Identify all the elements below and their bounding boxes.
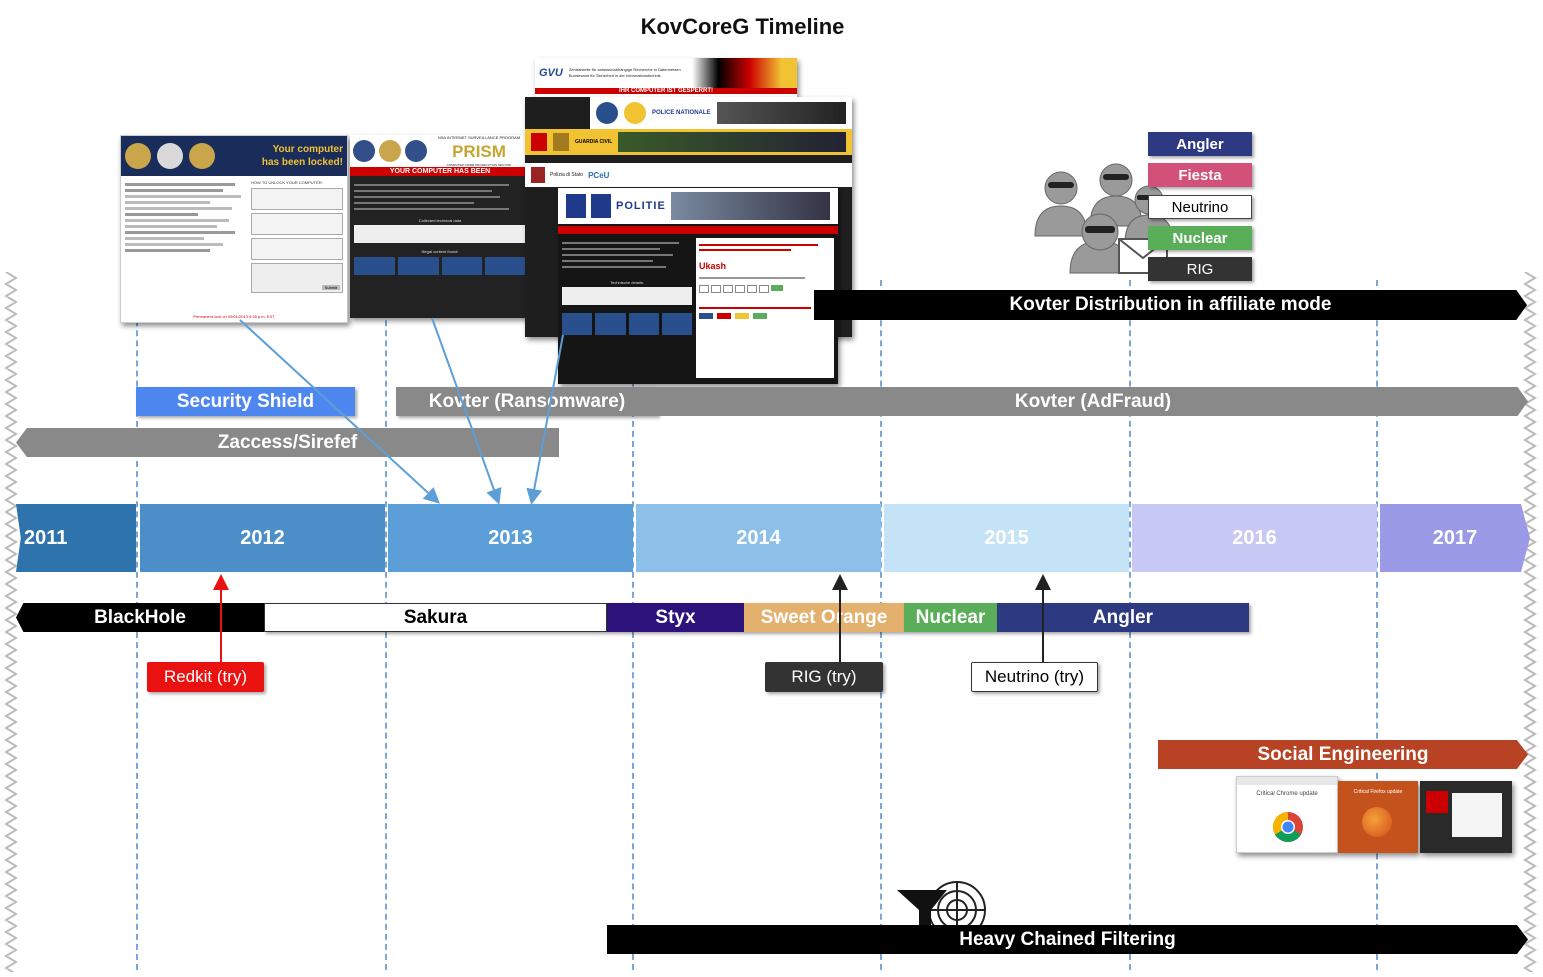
seal-icon: [379, 140, 401, 162]
year-2013: 2013: [388, 504, 633, 572]
redkit-try-tag: Redkit (try): [147, 662, 264, 692]
hackers-group-icon: [1034, 163, 1170, 274]
pceu-logo: PCeU: [588, 170, 610, 180]
prism-logo: PRISM: [452, 141, 506, 161]
year-2012: 2012: [140, 504, 385, 572]
affiliate-rig: RIG: [1148, 257, 1252, 281]
prism-section: COMPUTER CRIME PROSECUTION SECTION: [446, 162, 512, 167]
affiliate-neutrino: Neutrino: [1148, 195, 1252, 219]
page-title: KovCoreG Timeline: [640, 14, 845, 39]
firefox-icon: [1362, 807, 1392, 837]
filter-radar-icon: [897, 881, 986, 928]
kovter-ransomware-bar: Kovter (Ransomware): [396, 387, 658, 416]
zaccess-bar: Zaccess/Sirefef: [16, 428, 559, 457]
seal-icon: [596, 102, 618, 124]
right-zigzag-edge: [1523, 272, 1537, 972]
gvu-logo: GVU: [539, 67, 563, 79]
neutrino-try-tag: Neutrino (try): [971, 662, 1098, 692]
fbi-headline-2: has been locked!: [261, 157, 343, 168]
fbi-headline-1: Your computer: [272, 144, 343, 155]
seal-icon: [353, 140, 375, 162]
angler-bar: Angler: [997, 603, 1249, 632]
guardia-civil-logo: GUARDIA CIVIL: [575, 139, 613, 145]
prism-collected: Collected technical data: [418, 218, 462, 223]
year-2016: 2016: [1132, 504, 1377, 572]
blackhole-bar: BlackHole: [16, 603, 264, 632]
ukash-logo: Ukash: [699, 261, 727, 271]
heavy-filtering-bar: Heavy Chained Filtering: [607, 925, 1528, 954]
year-divider: [1376, 280, 1378, 970]
prism-banner: YOUR COMPUTER HAS BEEN: [350, 167, 530, 176]
seal-icon: [624, 102, 646, 124]
politie-logo: POLITIE: [616, 200, 666, 212]
flash-update-screenshot: [1420, 781, 1512, 853]
shield-icon: [591, 194, 611, 218]
nuclear-bar: Nuclear: [904, 603, 997, 632]
prism-program: NSA INTERNET SURVEILLANCE PROGRAM: [437, 135, 521, 140]
year-2011: 2011: [16, 504, 136, 572]
seal-icon: [125, 143, 151, 169]
flash-icon: [1426, 791, 1448, 813]
gvu-banner: IHR COMPUTER IST GESPERRT!: [535, 88, 797, 94]
fbi-ransom-screenshot: Your computer has been locked! HOW TO UN…: [120, 135, 348, 323]
styx-bar: Styx: [607, 603, 744, 632]
prism-ransom-screenshot: NSA INTERNET SURVEILLANCE PROGRAM PRISM …: [350, 135, 530, 318]
firefox-update-text: Critical Firefox update: [1353, 789, 1403, 795]
fbi-howto: HOW TO UNLOCK YOUR COMPUTER:: [251, 180, 323, 185]
seal-icon: [189, 143, 215, 169]
year-2015: 2015: [884, 504, 1129, 572]
chrome-update-screenshot: Critical Chrome update: [1236, 776, 1338, 853]
fbi-header: Your computer has been locked!: [121, 136, 347, 176]
affiliate-angler: Angler: [1148, 132, 1252, 156]
affiliate-nuclear: Nuclear: [1148, 226, 1252, 250]
affiliate-fiesta: Fiesta: [1148, 163, 1252, 187]
politie-ransom-screenshot: POLITIE Technische details: Ukash: [558, 188, 838, 384]
affiliate-distribution-bar: Kovter Distribution in affiliate mode: [814, 290, 1527, 320]
year-2014: 2014: [636, 504, 881, 572]
chrome-icon: [1272, 812, 1303, 843]
politie-tech: Technische details:: [610, 280, 644, 285]
seal-icon: [405, 140, 427, 162]
left-zigzag-edge: [4, 272, 18, 972]
polizia-logo: Polizia di Stato: [550, 172, 584, 178]
fbi-footer: Permanent lock on 09/01/2013 9:28 p.m. E…: [193, 314, 275, 319]
prism-illegal: Illegal content found:: [421, 249, 459, 254]
shield-icon: [566, 194, 586, 218]
fbi-submit: Submit: [321, 285, 340, 290]
firefox-update-screenshot: Critical Firefox update: [1338, 781, 1418, 853]
rig-try-tag: RIG (try): [765, 662, 883, 692]
sakura-bar: Sakura: [264, 603, 607, 632]
gvu-line2: Bundesamt für Sicherheit in der Informat…: [568, 73, 661, 78]
security-shield-bar: Security Shield: [136, 387, 355, 416]
social-engineering-bar: Social Engineering: [1158, 740, 1528, 769]
kovter-adfraud-bar: Kovter (AdFraud): [658, 387, 1528, 416]
sweet-orange-bar: Sweet Orange: [744, 603, 904, 632]
seal-icon: [157, 143, 183, 169]
gvu-line1: Zentralstelle für anlassunabhängige Rech…: [568, 67, 681, 72]
chrome-update-text: Critical Chrome update: [1256, 791, 1318, 797]
year-2017: 2017: [1380, 504, 1530, 572]
police-nationale-logo: POLICE NATIONALE: [652, 110, 711, 116]
